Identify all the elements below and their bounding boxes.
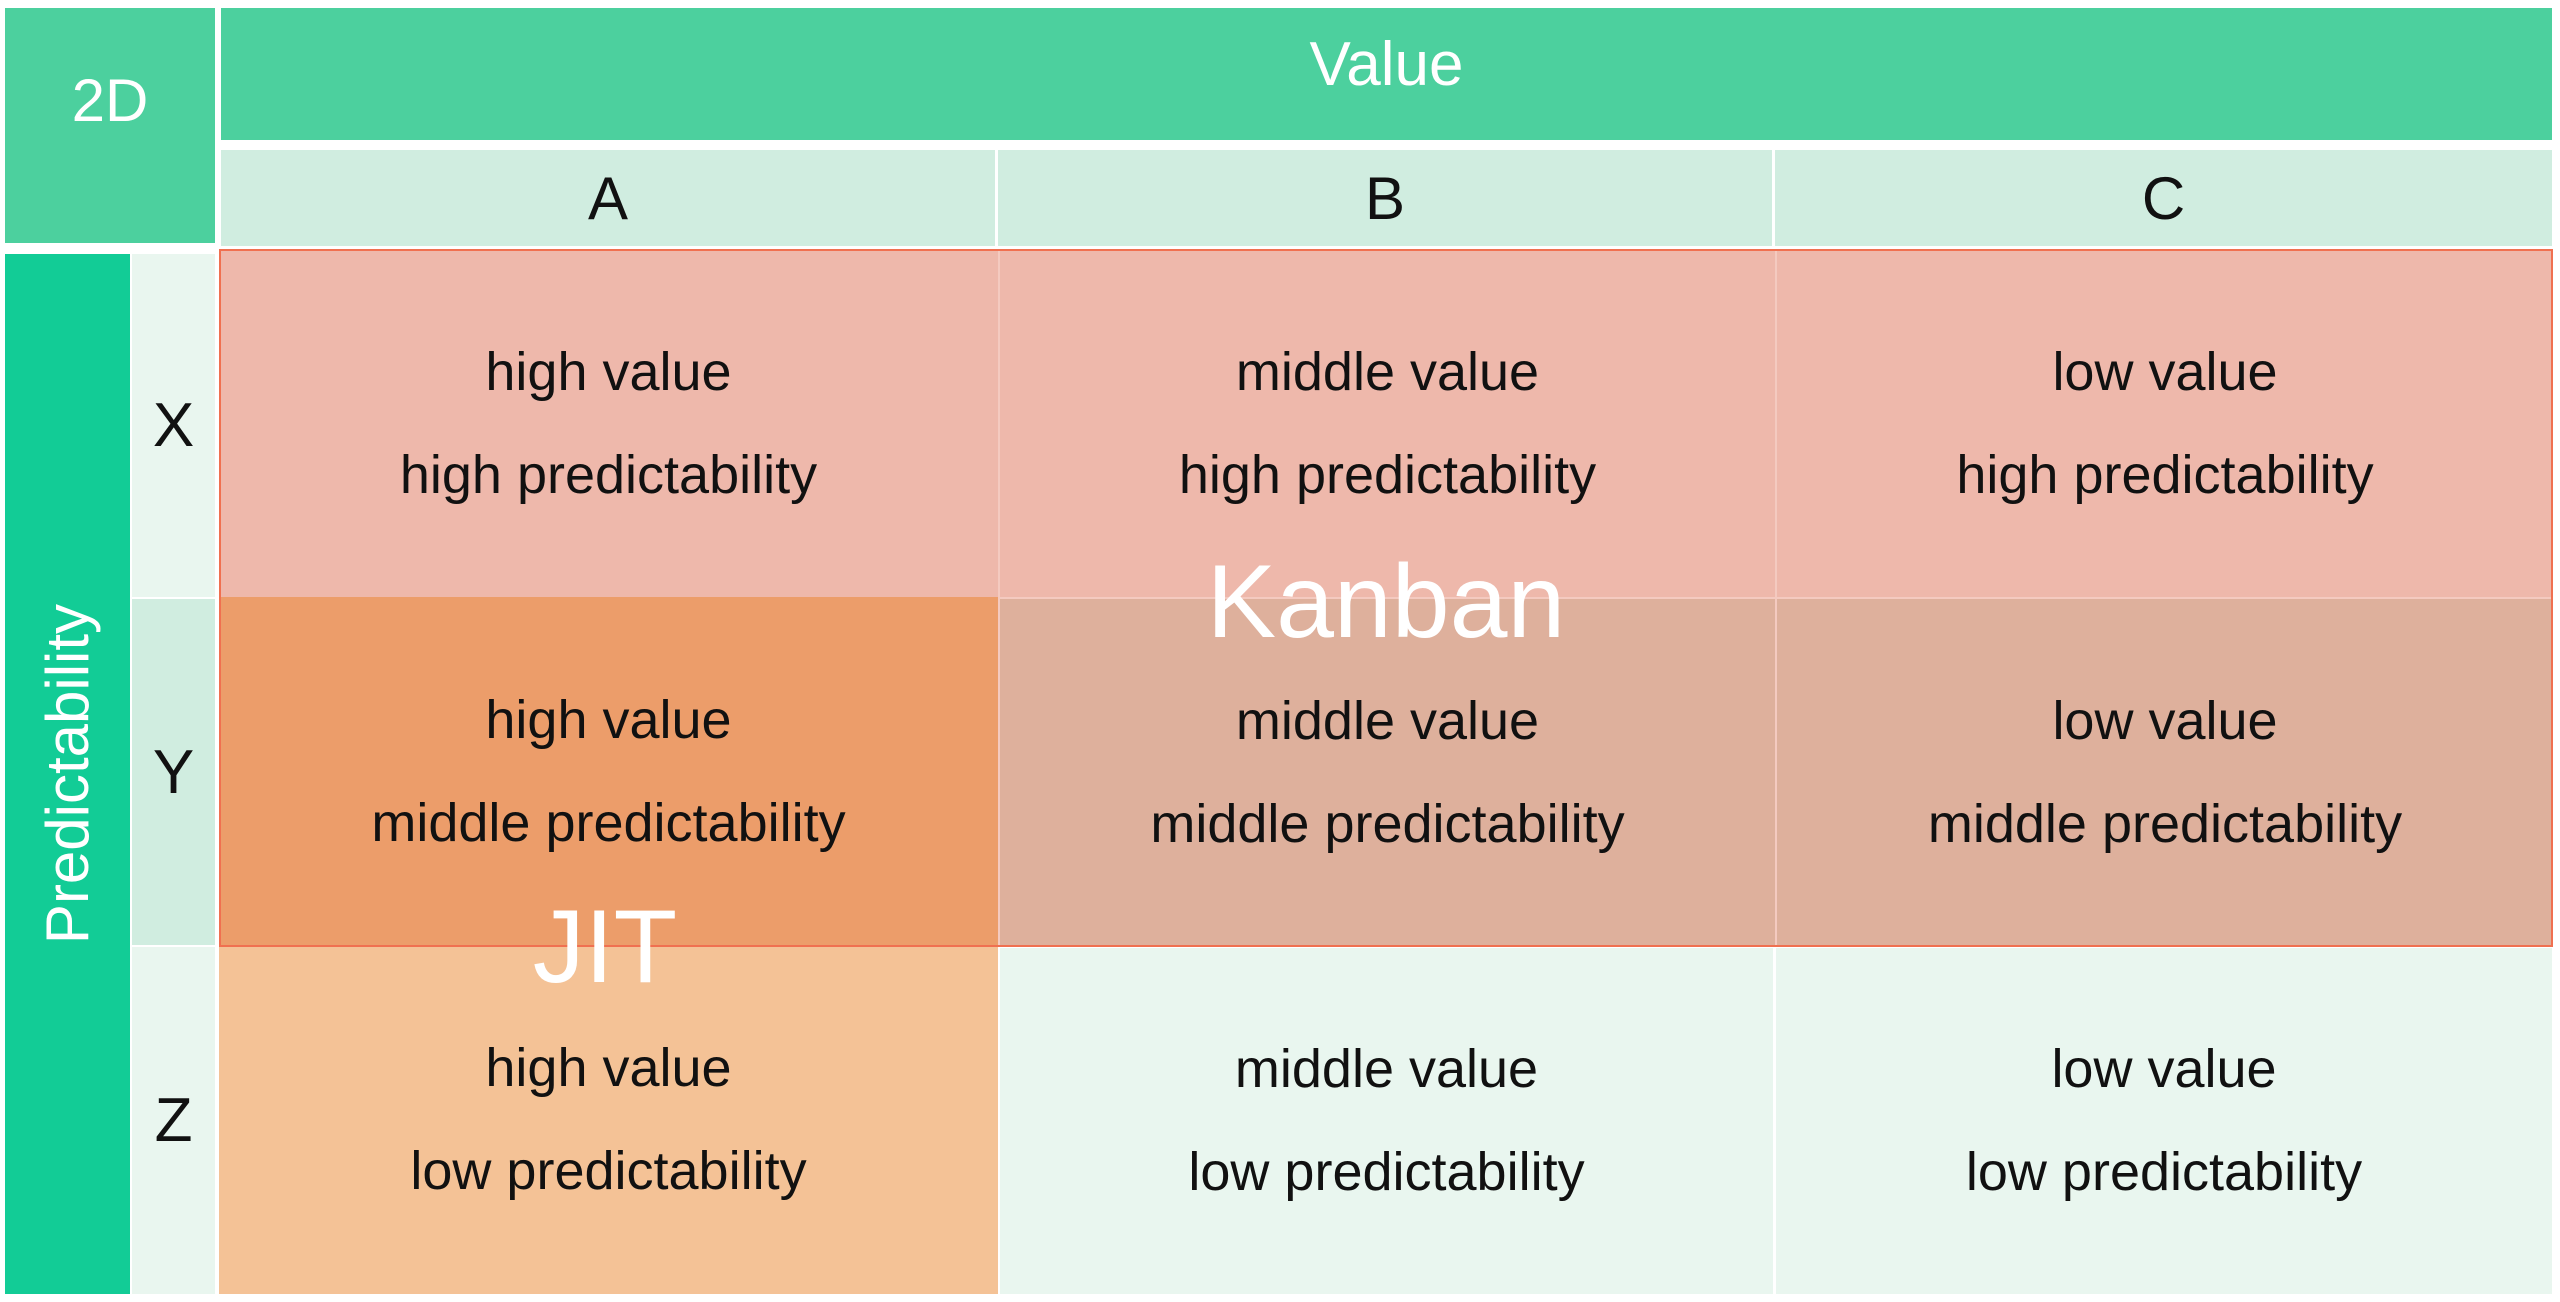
cell-predictability-text: high predictability <box>1178 444 1597 505</box>
cell-predictability-text: middle predictability <box>1150 793 1625 854</box>
cell-value-text: low value <box>2052 341 2278 402</box>
corner-label: 2D <box>5 8 215 243</box>
column-header-a: A <box>221 150 995 246</box>
cell-predictability-text: high predictability <box>1956 444 2374 505</box>
cell-value-text: low value <box>2051 1039 2277 1099</box>
cell-x-a: high value high predictability <box>219 250 998 597</box>
cell-value-text: middle value <box>1235 341 1540 402</box>
predictability-band <box>5 254 130 1294</box>
row-header-x: X <box>132 254 215 597</box>
cell-predictability-text: middle predictability <box>1927 793 2403 854</box>
column-header-c: C <box>1775 150 2552 246</box>
cell-z-b: middle value low predictability <box>1000 948 1773 1294</box>
cell-predictability-text: low predictability <box>1188 1142 1585 1202</box>
jit-region-label: JIT <box>532 888 678 1005</box>
cell-value-text: high value <box>485 1038 732 1098</box>
value-axis-header: Value <box>221 8 2552 140</box>
column-header-b: B <box>998 150 1772 246</box>
kanban-region-label: Kanban <box>1206 543 1566 660</box>
cell-value-text: low value <box>2052 690 2278 751</box>
cell-predictability-text: middle predictability <box>371 792 846 853</box>
cell-y-a: high value middle predictability <box>219 597 998 946</box>
predictability-axis-label: Predictability <box>33 603 101 945</box>
cell-z-a: high value low predictability <box>219 946 998 1294</box>
cell-predictability-text: high predictability <box>399 444 818 505</box>
cell-z-c: low value low predictability <box>1776 948 2552 1294</box>
cell-predictability-text: low predictability <box>1965 1142 2363 1202</box>
cell-x-b: middle value high predictability <box>998 250 1775 597</box>
cell-value-text: middle value <box>1235 690 1540 751</box>
cell-x-c: low value high predictability <box>1775 250 2553 597</box>
cell-predictability-text: low predictability <box>410 1141 807 1201</box>
row-header-z: Z <box>132 947 215 1294</box>
cell-value-text: high value <box>485 689 732 750</box>
cell-value-text: middle value <box>1234 1039 1539 1099</box>
cell-y-c: low value middle predictability <box>1775 597 2553 946</box>
cell-y-b: middle value middle predictability <box>998 597 1775 946</box>
row-header-y: Y <box>132 599 215 945</box>
cell-value-text: high value <box>485 341 732 402</box>
